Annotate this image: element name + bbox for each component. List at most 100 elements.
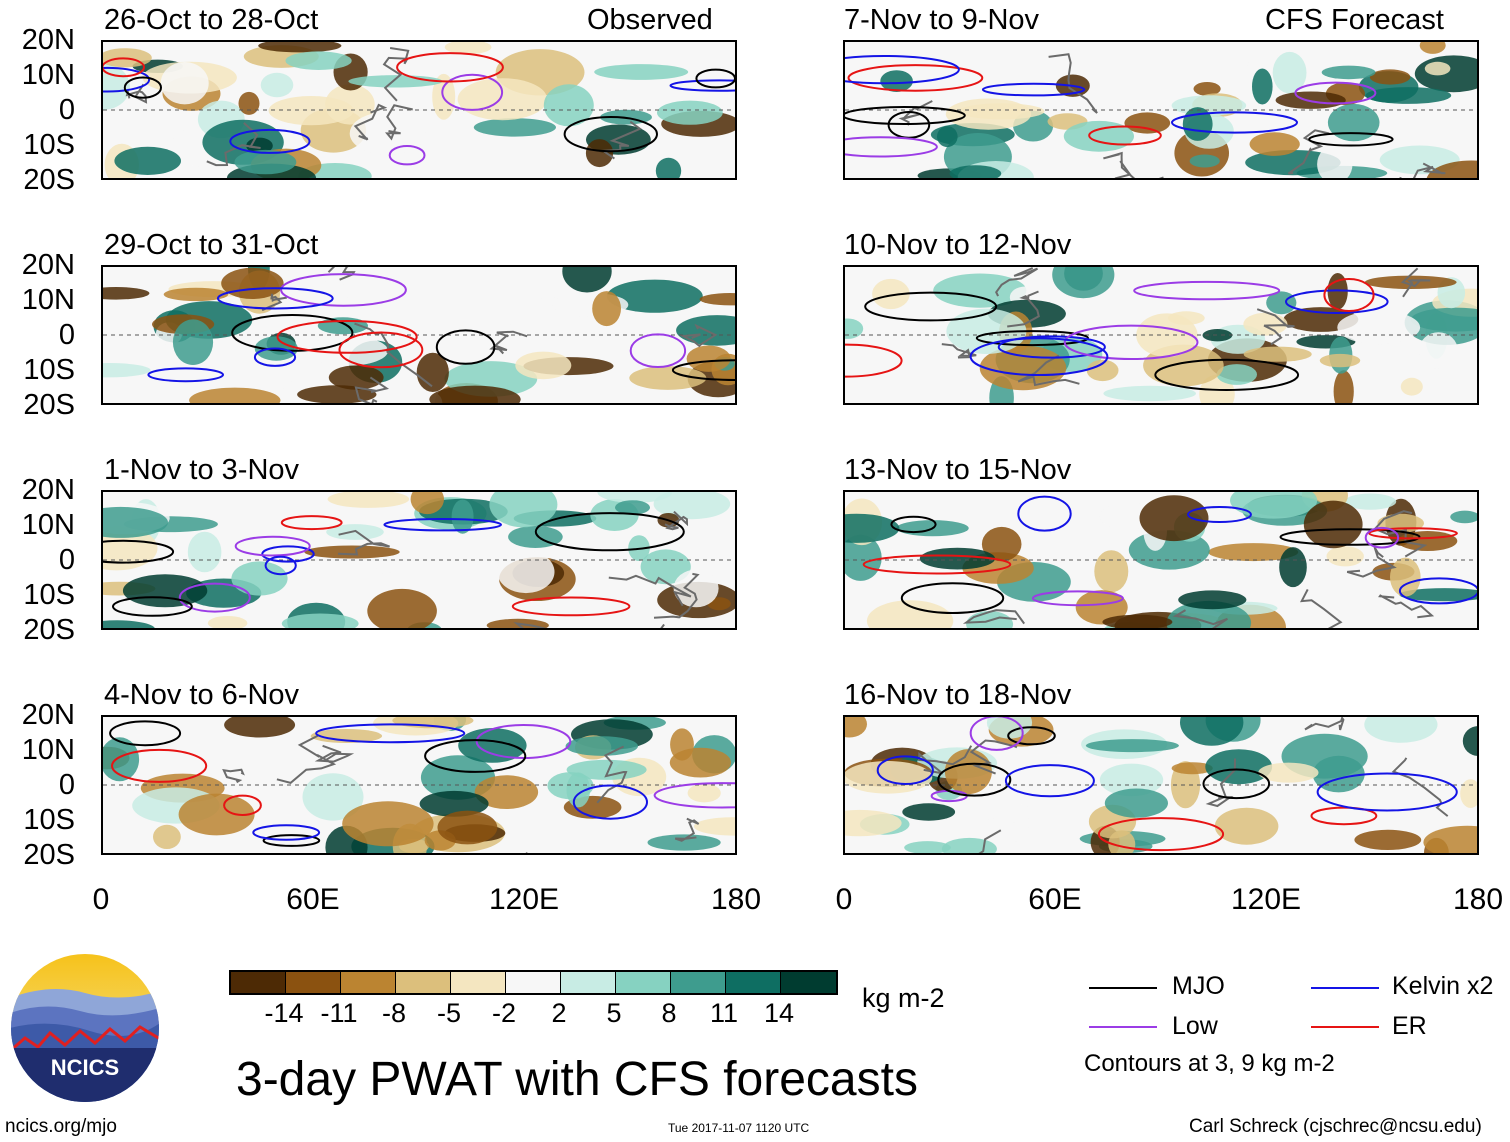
panel-title-fc-4: 16-Nov to 18-Nov [844,679,1072,711]
coastline [1373,510,1428,558]
lon-label-left-180: 180 [710,883,762,916]
legend-label-kelvin: Kelvin x2 [1392,972,1494,1000]
wave-contour [123,76,163,99]
anomaly-blob [172,319,214,365]
anomaly-blob [103,506,168,538]
anomaly-blob [310,729,383,743]
footer-timestamp: Tue 2017-11-07 1120 UTC [668,1121,810,1135]
wave-contour [1171,111,1298,134]
anomaly-blob [1390,557,1421,597]
wave-contour [1202,768,1271,800]
anomaly-blob [1327,103,1380,142]
anomaly-blob [686,345,731,372]
wave-contour [876,755,934,786]
legend-line-mjo [1089,987,1157,989]
anomaly-blob [281,613,359,628]
anomaly-blob [1052,267,1115,299]
coastline [125,83,148,104]
anomaly-blob [103,363,151,378]
wave-contour [1368,527,1458,540]
anomaly-blob [1189,154,1220,168]
anomaly-blob [260,72,294,98]
anomaly-blob [1410,307,1477,332]
panel-obs-3 [101,490,737,630]
anomaly-blob [640,549,691,585]
legend-label-er: ER [1392,1012,1427,1040]
wave-contour [280,273,407,307]
anomaly-blob [1337,310,1421,345]
anomaly-blob [699,293,735,306]
wave-contour [981,82,1086,97]
coastline [596,745,628,804]
anomaly-blob [1419,42,1446,54]
colorbar [229,970,838,995]
anomaly-blob [103,737,140,782]
legend-label-mjo: MJO [1172,972,1225,1000]
anomaly-blob [1365,87,1452,104]
colorbar-label: -11 [320,998,358,1028]
anomaly-blob [880,70,913,92]
contour-note: Contours at 3, 9 kg m-2 [1084,1050,1335,1077]
wave-contour [424,739,527,773]
wave-contour [223,794,262,817]
wave-contour [216,287,334,310]
coastline [489,330,528,355]
coastline [653,572,700,619]
lat-label: 10N [21,509,75,541]
wave-contour [109,720,182,747]
pwat-map [845,492,1477,628]
anomaly-blob [367,588,437,628]
wave-contour [252,824,321,841]
anomaly-blob [993,803,1033,823]
anomaly-blob [327,492,410,508]
lat-label: 20N [21,699,75,731]
coastline [1346,546,1397,578]
wave-contour [1031,590,1124,607]
anomaly-blob [1258,762,1319,783]
anomaly-blob [1321,65,1376,80]
wave-contour [1310,806,1378,826]
wave-contour [441,73,504,111]
wave-contour [1308,132,1394,147]
lat-label: 20S [23,389,75,421]
colorbar-label: 5 [606,998,622,1028]
wave-contour [1017,495,1072,532]
wave-contour [1294,81,1377,105]
coastline [384,104,413,141]
anomaly-blob [566,772,591,808]
legend-line-kelvin [1311,987,1379,989]
coastline [1299,588,1343,628]
anomaly-blob [221,267,284,299]
wave-contour [997,335,1106,359]
anomaly-blob [189,387,281,403]
footer-url[interactable]: ncics.org/mjo [5,1116,117,1137]
anomaly-blob [1182,107,1213,141]
anomaly-blob [566,759,647,780]
anomaly-blob [902,803,956,821]
anomaly-blob [1171,762,1213,775]
lat-label: 20N [21,474,75,506]
anomaly-blob [1333,370,1354,403]
wave-contour [975,330,1089,347]
coastline [978,829,1002,853]
anomaly-blob [1460,779,1477,808]
lat-label: 10S [23,804,75,836]
anomaly-blob [1399,588,1477,602]
anomaly-blob [1216,364,1257,385]
anomaly-blob [1279,547,1307,588]
anomaly-blob [565,736,638,756]
logo-text: NCICS [51,1055,119,1080]
anomaly-blob [657,100,723,125]
lat-label: 10N [21,734,75,766]
colorbar-swatch [286,972,341,993]
anomaly-blob [1326,546,1364,567]
anomaly-blob [1424,61,1451,76]
lat-label: 0 [58,94,75,126]
wave-contour [1364,526,1400,549]
anomaly-blob [342,801,434,847]
anomaly-blob [1354,829,1422,850]
anomaly-blob [981,526,1022,562]
coastline [314,744,355,763]
coastline [261,293,287,312]
anomaly-blob [1243,346,1312,362]
